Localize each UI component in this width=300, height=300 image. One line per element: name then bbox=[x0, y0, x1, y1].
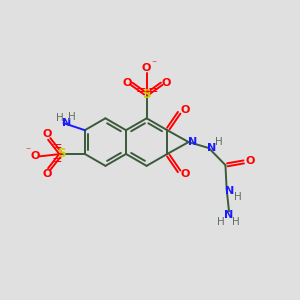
Text: N: N bbox=[207, 143, 216, 153]
Text: H: H bbox=[215, 137, 223, 147]
Text: H: H bbox=[217, 218, 225, 227]
Text: N: N bbox=[188, 137, 197, 147]
Text: O: O bbox=[122, 78, 132, 88]
Text: ⁻: ⁻ bbox=[151, 59, 156, 69]
Text: S: S bbox=[57, 148, 65, 160]
Text: S: S bbox=[142, 88, 151, 101]
Text: O: O bbox=[42, 169, 52, 178]
Text: =: = bbox=[52, 140, 62, 154]
Text: O: O bbox=[181, 105, 190, 115]
Text: N: N bbox=[225, 186, 234, 196]
Text: =: = bbox=[52, 154, 62, 167]
Text: H: H bbox=[56, 113, 63, 123]
Text: O: O bbox=[30, 151, 39, 161]
Text: =: = bbox=[135, 84, 146, 97]
Text: N: N bbox=[224, 211, 234, 220]
Text: O: O bbox=[181, 169, 190, 179]
Text: O: O bbox=[246, 156, 255, 166]
Text: ⁻: ⁻ bbox=[25, 146, 30, 156]
Text: O: O bbox=[42, 129, 52, 139]
Text: O: O bbox=[161, 78, 171, 88]
Text: N: N bbox=[62, 118, 71, 128]
Text: O: O bbox=[142, 63, 151, 73]
Text: =: = bbox=[147, 84, 158, 97]
Text: H: H bbox=[232, 218, 240, 227]
Text: H: H bbox=[234, 192, 242, 202]
Text: H: H bbox=[68, 112, 76, 122]
